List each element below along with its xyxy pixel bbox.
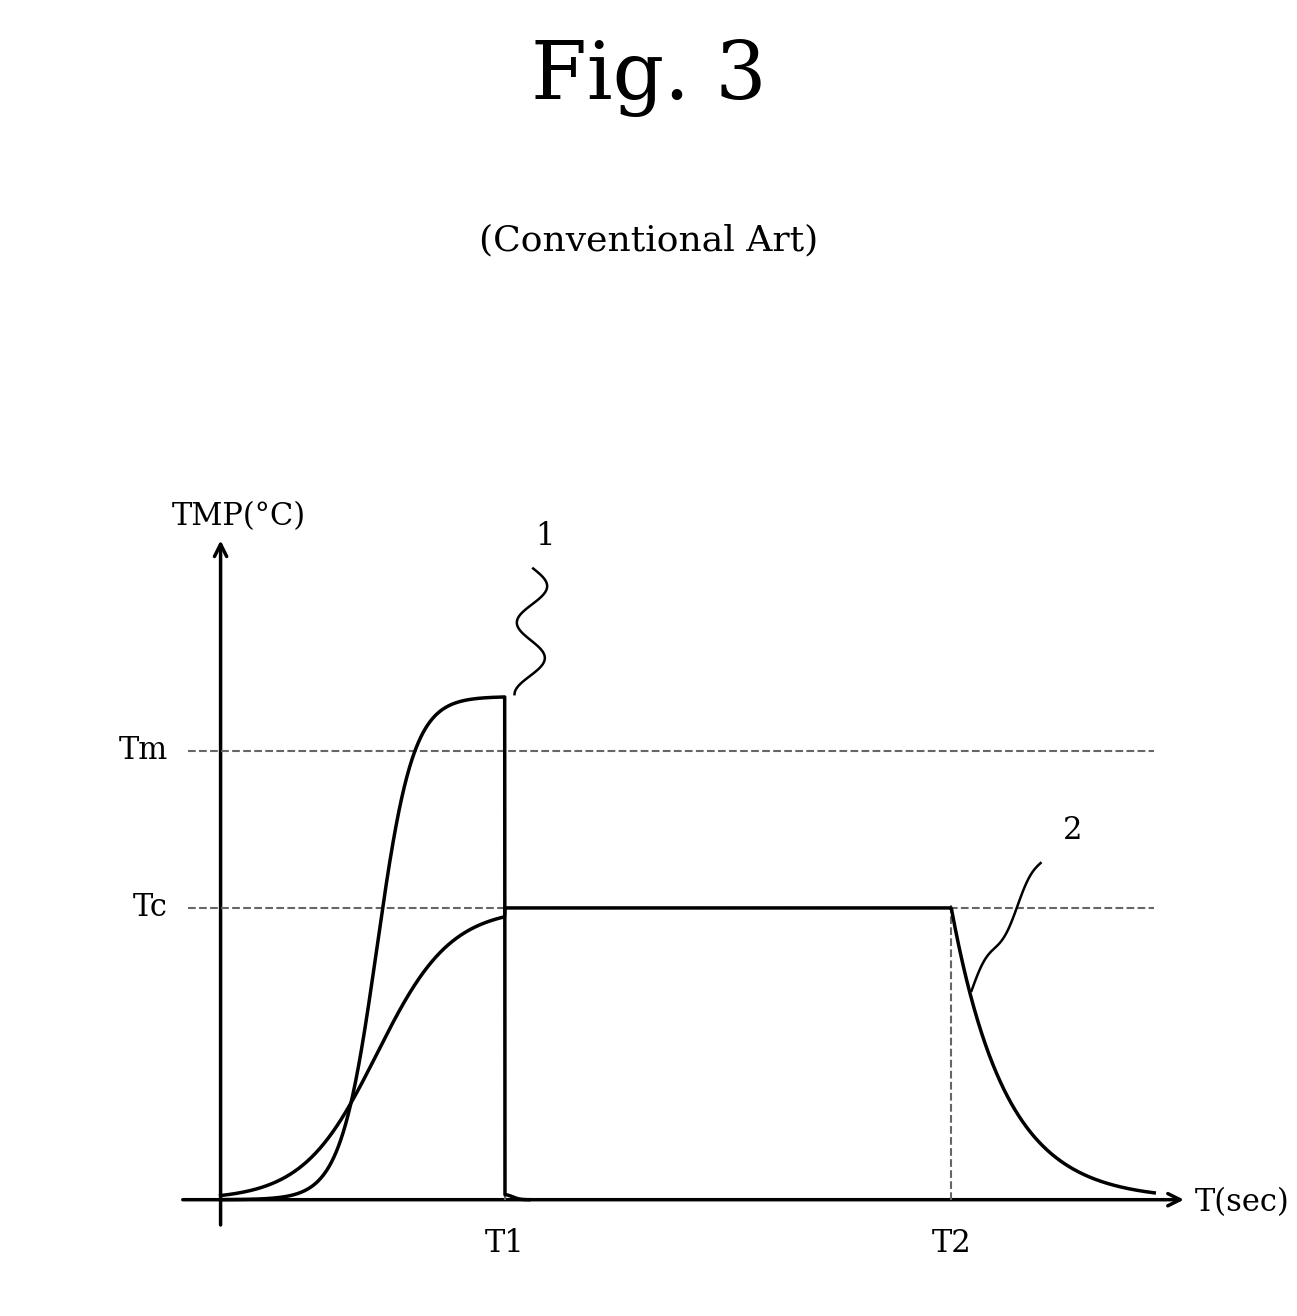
Text: Tm: Tm xyxy=(118,736,167,766)
Text: Fig. 3: Fig. 3 xyxy=(530,39,767,117)
Text: 2: 2 xyxy=(1064,815,1083,846)
Text: T2: T2 xyxy=(931,1228,971,1259)
Text: 1: 1 xyxy=(536,521,555,551)
Text: Tc: Tc xyxy=(134,892,167,924)
Text: (Conventional Art): (Conventional Art) xyxy=(479,224,818,258)
Text: T1: T1 xyxy=(485,1228,524,1259)
Text: TMP(°C): TMP(°C) xyxy=(173,501,306,532)
Text: T(sec): T(sec) xyxy=(1195,1187,1289,1219)
